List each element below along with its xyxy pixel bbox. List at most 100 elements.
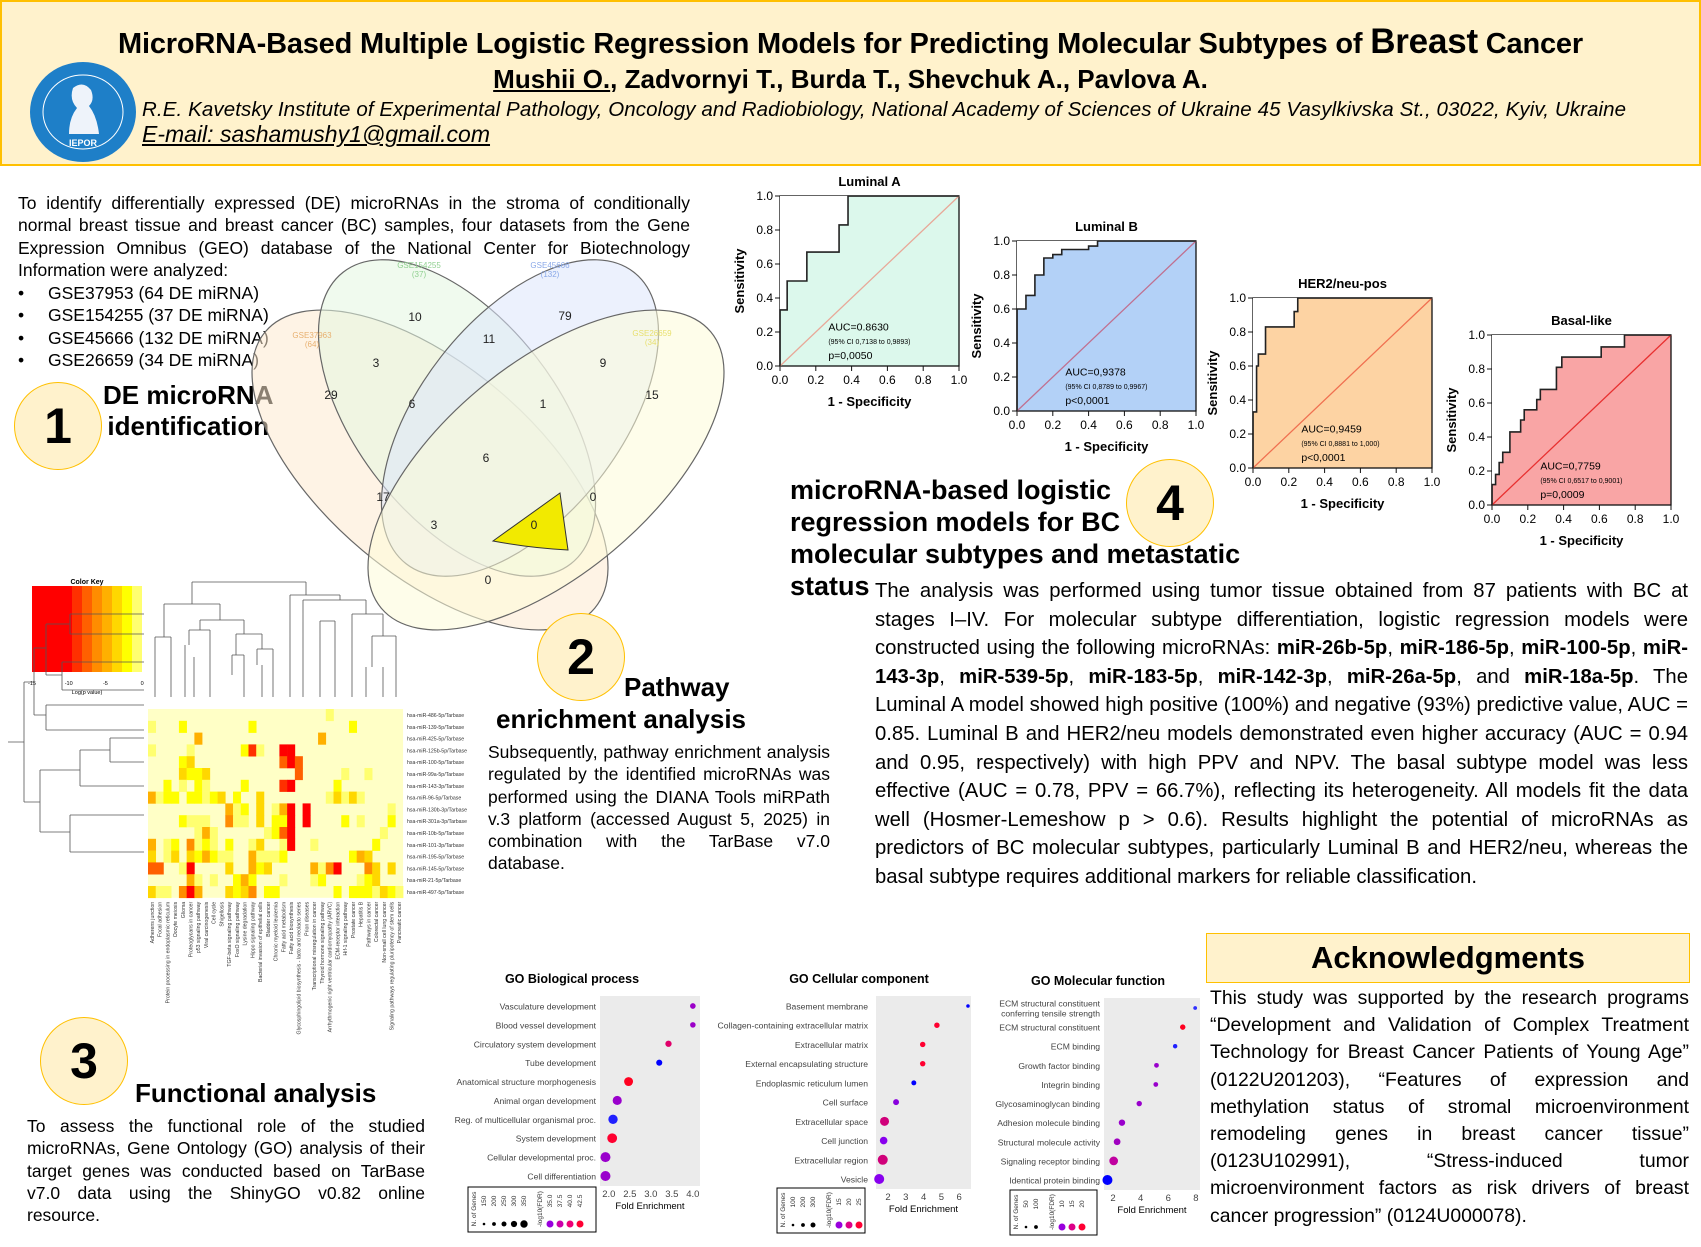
heatmap-cell — [364, 768, 373, 781]
x-tick-label: 0.4 — [1555, 512, 1572, 526]
heatmap-row-label: hsa-miR-143-3p/Tarbase — [407, 784, 464, 790]
heatmap-cell — [341, 768, 350, 781]
dataset-list: GSE37953 (64 DE miRNA) GSE154255 (37 DE … — [18, 282, 269, 371]
heatmap-cell — [333, 779, 342, 792]
legend-color-dot — [556, 1220, 564, 1228]
heatmap-column-label: Shigellosis — [219, 901, 225, 926]
y-tick-label: 1.0 — [1229, 291, 1246, 305]
y-tick-label: 0.6 — [993, 302, 1010, 316]
heatmap-cell — [233, 886, 242, 899]
heatmap-cell — [209, 791, 218, 804]
go-plot-area — [600, 996, 700, 1186]
heatmap-cell — [263, 850, 272, 863]
heatmap-cell — [186, 815, 195, 828]
x-axis-label: Fold Enrichment — [615, 1201, 685, 1212]
heatmap-column-label: Bladder cancer — [266, 902, 272, 937]
roc-curve — [1252, 297, 1432, 468]
paragraph-text: , — [1387, 637, 1400, 660]
heatmap-cell — [178, 779, 187, 792]
heatmap-cell — [240, 803, 249, 816]
x-tick-label: 0.8 — [1152, 418, 1169, 432]
x-tick-label: 2 — [885, 1192, 890, 1203]
heatmap-cell — [186, 768, 195, 781]
heatmap-cell — [287, 827, 296, 840]
heatmap-cell — [348, 850, 358, 863]
x-tick-label: 3.5 — [665, 1189, 678, 1200]
heatmap-cell — [279, 803, 288, 816]
venn-region-count: 9 — [600, 356, 607, 370]
heatmap-cell — [302, 815, 311, 828]
y-tick-label: 0.2 — [1229, 427, 1246, 441]
x-tick-label: 0.6 — [1591, 512, 1608, 526]
x-tick-label: 0.4 — [843, 373, 860, 387]
heatmap-row-label: hsa-miR-96-5p/Tarbase — [407, 796, 461, 802]
heatmap-cell — [178, 756, 187, 769]
heatmap-cell — [387, 886, 396, 899]
heatmap-cell — [248, 886, 257, 899]
roc-title: HER2/neu-pos — [1298, 276, 1387, 291]
venn-region-count: 10 — [408, 310, 422, 324]
heatmap-cell — [233, 874, 242, 887]
heatmap-cell — [294, 768, 303, 781]
heatmap-cell — [387, 815, 396, 828]
venn-set-count: (34) — [645, 338, 660, 347]
heatmap-row-label: hsa-miR-99a-5p/Tarbase — [407, 772, 464, 778]
heatmap-cell — [217, 791, 226, 804]
legend-color-value: 20 — [1079, 1200, 1086, 1208]
go-term-label: Vasculature development — [500, 1002, 597, 1012]
section2-text: Subsequently, pathway enrichment analysi… — [488, 742, 830, 874]
heatmap-cell — [279, 838, 288, 851]
x-tick-label: 0.8 — [915, 373, 932, 387]
poster-title: MicroRNA-Based Multiple Logistic Regress… — [0, 22, 1701, 62]
mirna-name: miR-186-5p — [1399, 637, 1509, 660]
x-tick-label: 0.6 — [879, 373, 896, 387]
x-tick-label: 5 — [939, 1192, 944, 1203]
heatmap-cell — [279, 779, 288, 792]
legend-size-dot — [1024, 1225, 1028, 1229]
auc-confidence-interval: (95% CI 0,6517 to 0,9001) — [1540, 478, 1622, 485]
roc-above-curve — [1253, 298, 1432, 468]
email-link[interactable]: E-mail: sashamushy1@gmail.com — [142, 121, 491, 147]
venn-region-count: 79 — [558, 309, 572, 323]
venn-set-label: GSE26659 — [632, 329, 672, 338]
x-axis-label: 1 - Specificity — [1540, 533, 1625, 548]
paragraph-text: , — [939, 665, 960, 688]
roc-curve — [1491, 334, 1671, 505]
heatmap-cell — [225, 838, 234, 851]
roc-reference-line — [1252, 297, 1433, 469]
roc-title: Luminal A — [838, 174, 901, 189]
roc-title: Luminal B — [1075, 219, 1138, 234]
x-axis-label: Fold Enrichment — [889, 1204, 959, 1215]
heatmap-column-label: Cell cycle — [212, 902, 218, 924]
legend-color-dot — [855, 1221, 863, 1229]
section4-paragraph: The analysis was performed using tumor t… — [875, 577, 1688, 892]
roc-curve — [1016, 240, 1196, 411]
heatmap-cell — [325, 709, 334, 722]
heatmap-cell — [202, 827, 211, 840]
go-term-label: Identical protein binding — [1009, 1176, 1100, 1186]
heatmap-cell — [310, 862, 319, 875]
venn-highlight-region — [491, 492, 569, 551]
go-term-dot — [1102, 1175, 1113, 1185]
y-tick-label: 0.4 — [1229, 393, 1246, 407]
p-value: p=0,0009 — [1540, 489, 1584, 501]
dataset-item: GSE37953 (64 DE miRNA) — [18, 282, 269, 304]
go-term-dot — [877, 1154, 888, 1165]
go-term-label: Extracellular matrix — [795, 1040, 869, 1050]
color-key-tick: -15 — [28, 681, 36, 687]
legend-color-title: -log10(FDR) — [1049, 1194, 1056, 1230]
go-term-label: ECM structural constituent — [999, 999, 1100, 1009]
heatmap-row-label: hsa-miR-195-5p/Tarbase — [407, 855, 464, 861]
auc-confidence-interval: (95% CI 0,8881 to 1,000) — [1301, 441, 1379, 448]
mirna-name: miR-26a-5p — [1346, 665, 1457, 688]
venn-region-count: 0 — [531, 518, 538, 532]
heatmap-cell — [186, 838, 195, 851]
legend-color-dot — [546, 1220, 554, 1228]
heatmap-cell — [240, 779, 249, 792]
heatmap-cell — [202, 791, 211, 804]
authors: Mushii O., Zadvornyi T., Burda T., Shevc… — [0, 64, 1701, 95]
venn-region-count: 6 — [409, 397, 416, 411]
roc-plot-area — [1491, 334, 1672, 506]
go-term-dot — [607, 1133, 618, 1144]
heatmap-cell — [248, 850, 257, 863]
